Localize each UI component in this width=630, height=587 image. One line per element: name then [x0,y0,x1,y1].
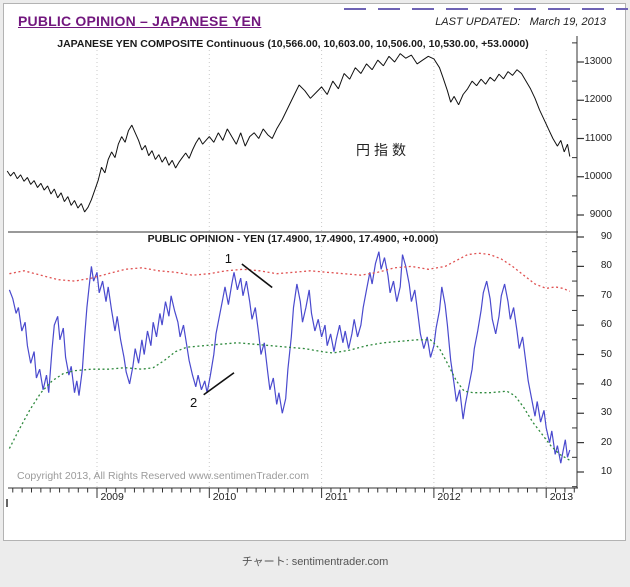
last-updated-label: LAST UPDATED: [435,16,521,28]
chart-panel [3,3,626,541]
last-updated: LAST UPDATED: March 19, 2013 [435,16,606,28]
page-title: PUBLIC OPINION – JAPANESE YEN [18,13,262,29]
last-updated-date: March 19, 2013 [529,16,606,28]
cropped-text-underline-dashes [344,8,628,10]
bottom-caption: チャート: sentimentrader.com [241,556,389,568]
